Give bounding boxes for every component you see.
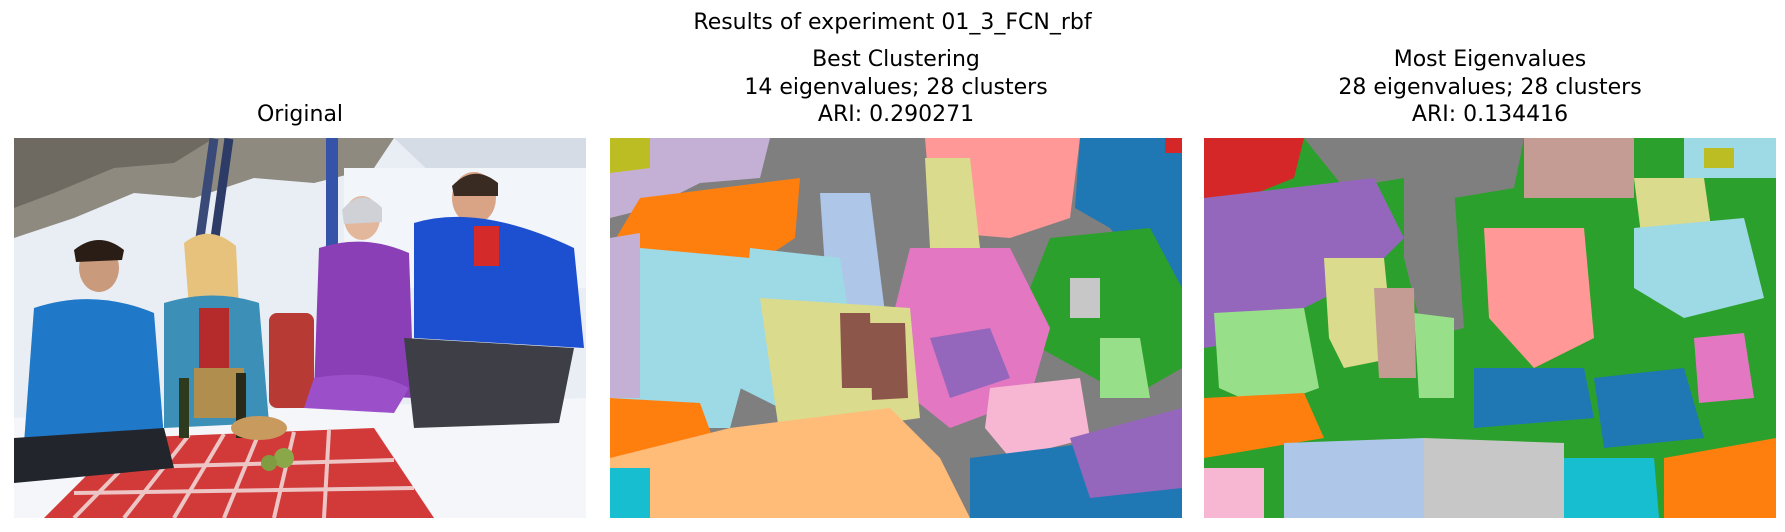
panel-ari-line: ARI: 0.134416 bbox=[1411, 102, 1569, 127]
original-photo bbox=[14, 138, 586, 518]
most-eigenvalues-image bbox=[1204, 138, 1776, 518]
best-segmentation bbox=[610, 138, 1182, 518]
panel-subtitle-line: 14 eigenvalues; 28 clusters bbox=[744, 75, 1048, 100]
best-clustering-image bbox=[610, 138, 1182, 518]
panel-original: Original bbox=[14, 0, 586, 532]
panel-best-clustering: Best Clustering 14 eigenvalues; 28 clust… bbox=[610, 0, 1182, 532]
panel-title-line: Most Eigenvalues bbox=[1393, 47, 1587, 72]
original-image bbox=[14, 138, 586, 518]
panel-most-eigenvalues: Most Eigenvalues 28 eigenvalues; 28 clus… bbox=[1204, 0, 1776, 532]
panel-ari-line: ARI: 0.290271 bbox=[817, 102, 975, 127]
most-segmentation bbox=[1204, 138, 1776, 518]
panel-title-line: Best Clustering bbox=[812, 47, 980, 72]
figure-suptitle: Results of experiment 01_3_FCN_rbf bbox=[693, 10, 1092, 35]
panel-subtitle-line: 28 eigenvalues; 28 clusters bbox=[1338, 75, 1642, 100]
panel-title-line: Original bbox=[256, 102, 344, 127]
